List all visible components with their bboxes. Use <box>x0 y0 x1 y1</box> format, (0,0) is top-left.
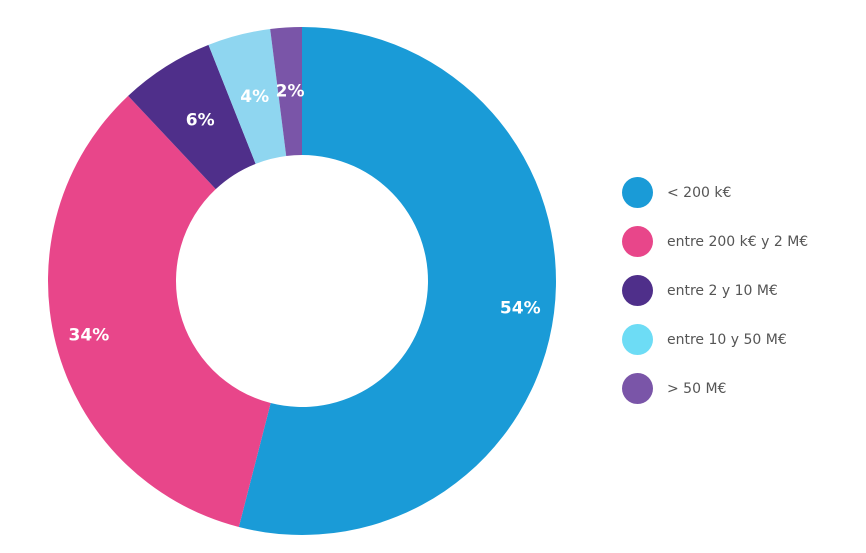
slice-label-1: 34% <box>69 326 110 346</box>
slices-group <box>47 27 556 535</box>
legend-item: entre 2 y 10 M€ <box>622 266 808 315</box>
slice-labels-group: 54% 34% 6% 4% 2% <box>69 81 541 345</box>
legend-label: > 50 M€ <box>667 380 727 397</box>
slice-label-3: 4% <box>240 87 269 107</box>
slice-4 <box>270 27 302 156</box>
legend-item: entre 200 k€ y 2 M€ <box>622 217 808 266</box>
legend-label: entre 10 y 50 M€ <box>667 331 787 348</box>
slice-label-0: 54% <box>500 299 541 319</box>
chart-legend: < 200 k€ entre 200 k€ y 2 M€ entre 2 y 10 … <box>622 168 808 413</box>
legend-swatch <box>622 226 653 257</box>
slice-label-4: 2% <box>276 81 305 101</box>
legend-item: entre 10 y 50 M€ <box>622 315 808 364</box>
legend-swatch <box>622 275 653 306</box>
slice-2 <box>128 44 256 190</box>
legend-swatch <box>622 324 653 355</box>
legend-item: < 200 k€ <box>622 168 808 217</box>
legend-swatch <box>622 177 653 208</box>
slice-label-2: 6% <box>186 111 215 131</box>
legend-label: entre 2 y 10 M€ <box>667 282 778 299</box>
slice-1 <box>47 95 271 528</box>
donut-chart: 54% 34% 6% 4% 2% <box>47 27 556 535</box>
legend-item: > 50 M€ <box>622 364 808 413</box>
slice-0 <box>238 27 556 535</box>
slice-3 <box>208 29 287 164</box>
legend-label: entre 200 k€ y 2 M€ <box>667 233 809 250</box>
legend-label: < 200 k€ <box>667 184 732 201</box>
legend-swatch <box>622 373 653 404</box>
